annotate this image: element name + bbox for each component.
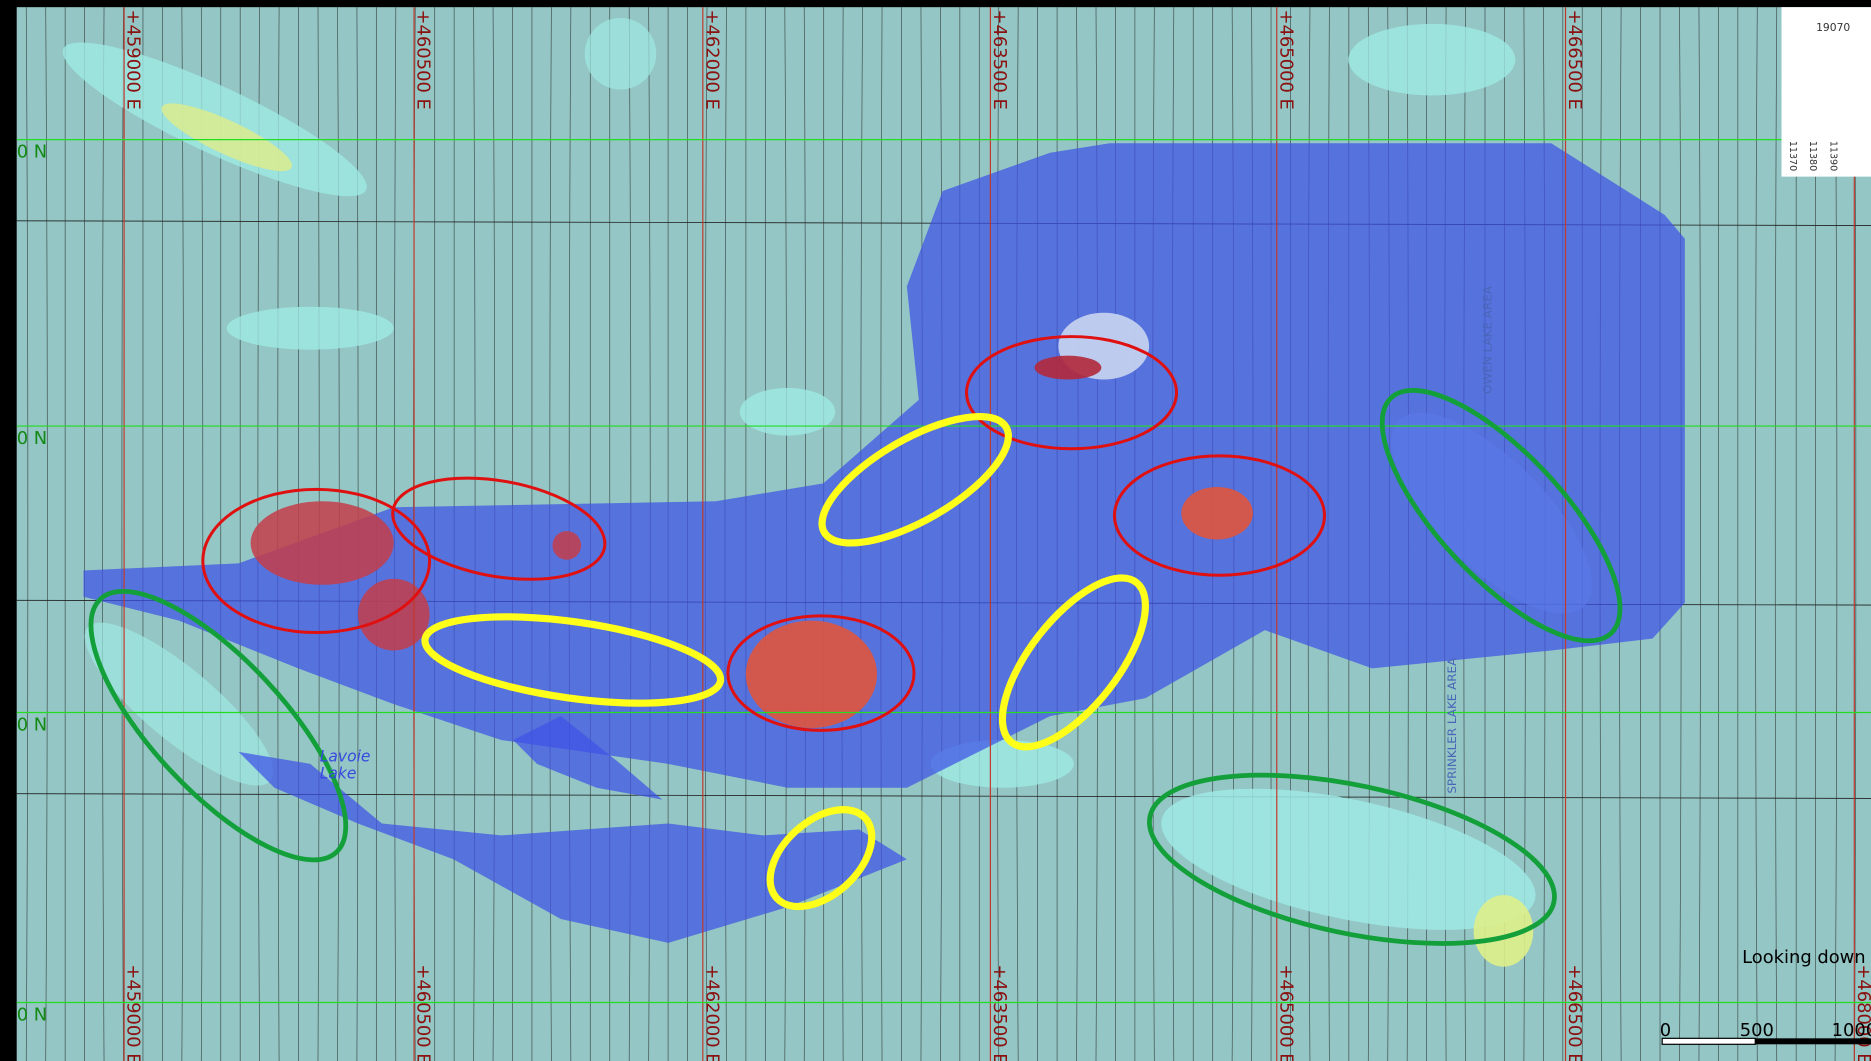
area-label: SPRINKLER LAKE AREA	[1445, 657, 1459, 794]
blue-shell	[513, 716, 663, 800]
lake-label: Lavoie Lake	[320, 747, 371, 782]
easting-label: +460500 E	[413, 10, 434, 110]
section-line	[102, 7, 105, 1061]
yellow-outline	[998, 574, 1149, 751]
northing-label: 0 N	[17, 714, 47, 735]
easting-label: +465000 E	[1275, 10, 1296, 110]
legend-value: 19070	[1816, 21, 1850, 34]
legend-value: 11390	[1827, 141, 1838, 171]
red-outline	[391, 476, 607, 581]
northing-label: 0 N	[17, 428, 47, 449]
ore-bodies	[250, 355, 1253, 729]
red-outline	[1112, 454, 1326, 577]
easting-label: +462000 E	[701, 10, 722, 110]
section-line	[200, 7, 204, 1061]
northing-label: 0 N	[17, 142, 47, 163]
easting-label: +460500 E	[413, 964, 434, 1061]
anomaly	[1161, 788, 1536, 930]
scale-label: 0	[1660, 1020, 1671, 1041]
easting-label: +462000 E	[701, 964, 722, 1061]
red-outline	[965, 335, 1179, 451]
ore-body	[1034, 355, 1102, 380]
anomaly	[84, 622, 274, 786]
scale-segment	[1755, 1038, 1871, 1045]
green-outline	[1147, 772, 1557, 946]
legend-box	[1781, 7, 1871, 177]
section-line	[1774, 7, 1778, 1061]
easting-label: +459000 E	[123, 10, 144, 110]
anomaly	[584, 17, 657, 90]
scale-label: 500	[1740, 1020, 1774, 1041]
scale-bar: 0 500 1000	[1660, 1020, 1871, 1045]
northing-label: 0 N	[17, 1004, 47, 1025]
anomaly	[226, 306, 394, 350]
easting-label: +459000 E	[123, 964, 144, 1061]
yellow-outline	[818, 413, 1012, 547]
section-line	[121, 7, 124, 1061]
view-label: Looking down	[1742, 947, 1866, 968]
section-line	[1698, 7, 1701, 1061]
area-label: OWEN LAKE AREA	[1481, 285, 1495, 394]
yellow-outline	[421, 613, 725, 707]
green-outline	[88, 588, 349, 863]
blue-shell	[83, 143, 1685, 788]
easting-label: +463500 E	[989, 964, 1010, 1061]
section-line	[181, 7, 184, 1061]
anomaly	[1473, 895, 1534, 967]
anomaly	[1348, 23, 1516, 96]
anomaly	[739, 387, 836, 436]
red-outline	[201, 487, 432, 635]
target-outlines	[88, 335, 1623, 946]
section-line	[25, 7, 29, 1061]
easting-label: +463500 E	[989, 10, 1010, 110]
easting-label: +466500 E	[1564, 10, 1585, 110]
blue-shell	[238, 751, 907, 943]
legend-value: 11380	[1807, 141, 1818, 171]
section-line	[45, 7, 48, 1061]
scale-label: 1000	[1832, 1020, 1871, 1041]
easting-label: +465000 E	[1275, 964, 1296, 1061]
easting-label: +466500 E	[1564, 964, 1585, 1061]
legend-value: 11370	[1787, 141, 1798, 171]
yellow-outline	[766, 806, 876, 911]
ore-body	[552, 531, 582, 560]
ore-body	[250, 501, 394, 585]
green-outline	[1379, 387, 1623, 644]
anomaly	[161, 103, 292, 172]
red-outline	[726, 614, 916, 732]
section-line	[1755, 7, 1758, 1061]
easting-label: +468000 E	[1853, 964, 1871, 1061]
ore-body	[1181, 486, 1253, 540]
ore-body	[745, 620, 878, 729]
